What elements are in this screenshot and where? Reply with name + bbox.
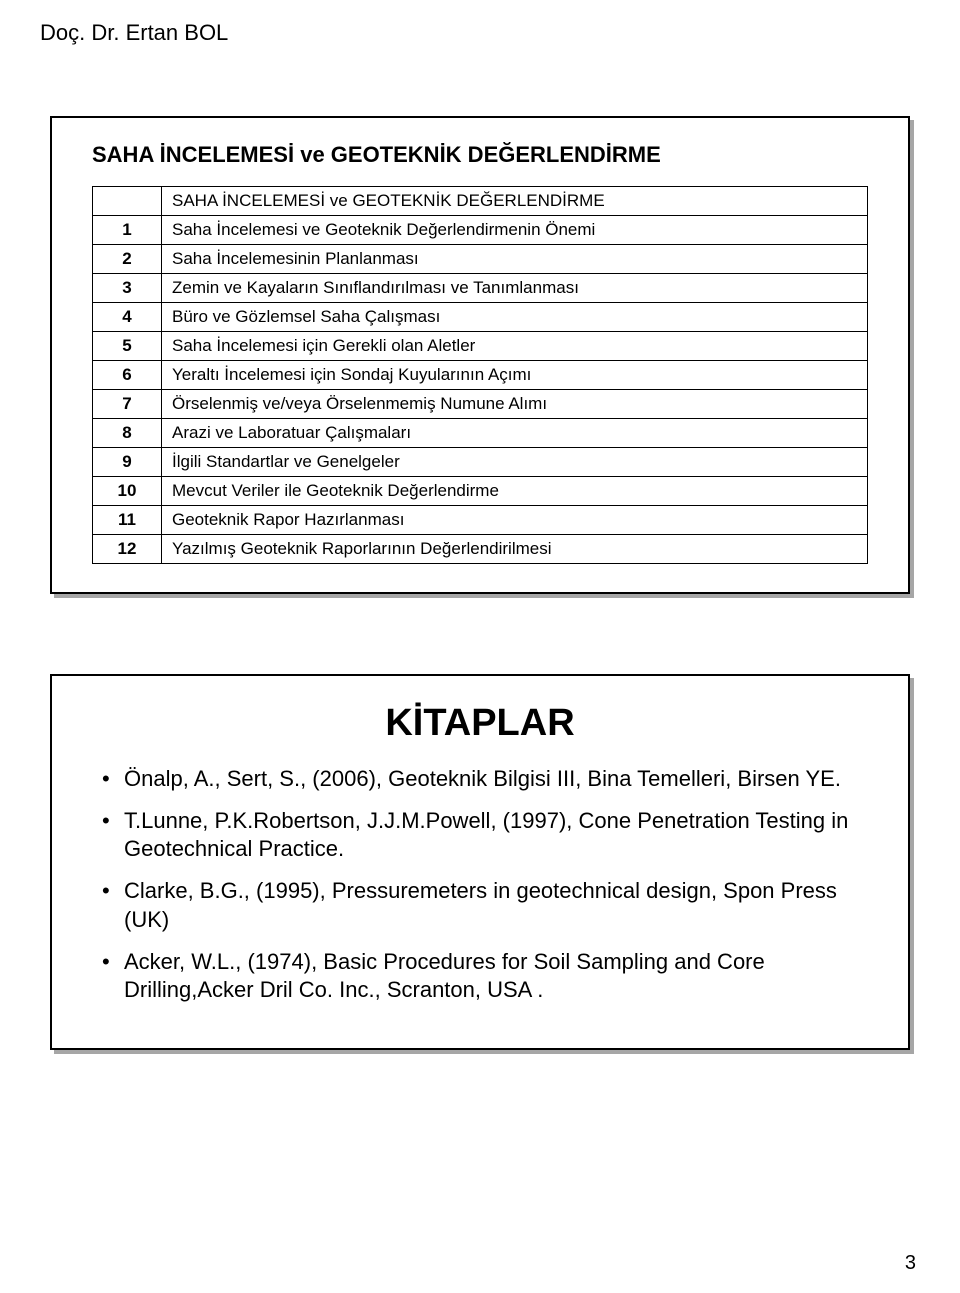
toc-table: SAHA İNCELEMESİ ve GEOTEKNİK DEĞERLENDİR… [92,186,868,564]
toc-text: Zemin ve Kayaların Sınıflandırılması ve … [162,274,868,303]
list-item: Clarke, B.G., (1995), Pressuremeters in … [102,877,858,933]
books-panel-title: KİTAPLAR [102,702,858,745]
toc-text: Saha İncelemesinin Planlanması [162,245,868,274]
toc-num: 11 [93,506,162,535]
toc-text: Geoteknik Rapor Hazırlanması [162,506,868,535]
table-row: 9İlgili Standartlar ve Genelgeler [93,448,868,477]
books-panel: KİTAPLAR Önalp, A., Sert, S., (2006), Ge… [50,674,910,1050]
toc-num: 8 [93,419,162,448]
list-item: Önalp, A., Sert, S., (2006), Geoteknik B… [102,765,858,793]
table-row: 4Büro ve Gözlemsel Saha Çalışması [93,303,868,332]
table-row: 10Mevcut Veriler ile Geoteknik Değerlend… [93,477,868,506]
toc-header-text: SAHA İNCELEMESİ ve GEOTEKNİK DEĞERLENDİR… [162,187,868,216]
toc-num: 2 [93,245,162,274]
table-row: 6Yeraltı İncelemesi için Sondaj Kuyuları… [93,361,868,390]
toc-panel: SAHA İNCELEMESİ ve GEOTEKNİK DEĞERLENDİR… [50,116,910,594]
page: Doç. Dr. Ertan BOL SAHA İNCELEMESİ ve GE… [0,0,960,1293]
books-list: Önalp, A., Sert, S., (2006), Geoteknik B… [102,765,858,1004]
list-item: T.Lunne, P.K.Robertson, J.J.M.Powell, (1… [102,807,858,863]
toc-header-row: SAHA İNCELEMESİ ve GEOTEKNİK DEĞERLENDİR… [93,187,868,216]
toc-num: 4 [93,303,162,332]
toc-header-empty [93,187,162,216]
toc-text: İlgili Standartlar ve Genelgeler [162,448,868,477]
toc-text: Büro ve Gözlemsel Saha Çalışması [162,303,868,332]
toc-text: Mevcut Veriler ile Geoteknik Değerlendir… [162,477,868,506]
toc-num: 6 [93,361,162,390]
toc-text: Saha İncelemesi ve Geoteknik Değerlendir… [162,216,868,245]
toc-text: Yeraltı İncelemesi için Sondaj Kuyuların… [162,361,868,390]
table-row: 2Saha İncelemesinin Planlanması [93,245,868,274]
toc-num: 1 [93,216,162,245]
table-row: 12Yazılmış Geoteknik Raporlarının Değerl… [93,535,868,564]
table-row: 8Arazi ve Laboratuar Çalışmaları [93,419,868,448]
table-row: 7Örselenmiş ve/veya Örselenmemiş Numune … [93,390,868,419]
list-item: Acker, W.L., (1974), Basic Procedures fo… [102,948,858,1004]
toc-num: 5 [93,332,162,361]
table-row: 3Zemin ve Kayaların Sınıflandırılması ve… [93,274,868,303]
toc-num: 10 [93,477,162,506]
toc-text: Yazılmış Geoteknik Raporlarının Değerlen… [162,535,868,564]
toc-num: 9 [93,448,162,477]
toc-panel-title: SAHA İNCELEMESİ ve GEOTEKNİK DEĞERLENDİR… [92,142,868,168]
page-number: 3 [905,1252,916,1275]
table-row: 11Geoteknik Rapor Hazırlanması [93,506,868,535]
toc-num: 3 [93,274,162,303]
table-row: 5Saha İncelemesi için Gerekli olan Aletl… [93,332,868,361]
toc-text: Örselenmiş ve/veya Örselenmemiş Numune A… [162,390,868,419]
toc-text: Arazi ve Laboratuar Çalışmaları [162,419,868,448]
author-name: Doç. Dr. Ertan BOL [40,20,920,46]
toc-text: Saha İncelemesi için Gerekli olan Aletle… [162,332,868,361]
toc-num: 7 [93,390,162,419]
table-row: 1Saha İncelemesi ve Geoteknik Değerlendi… [93,216,868,245]
toc-num: 12 [93,535,162,564]
